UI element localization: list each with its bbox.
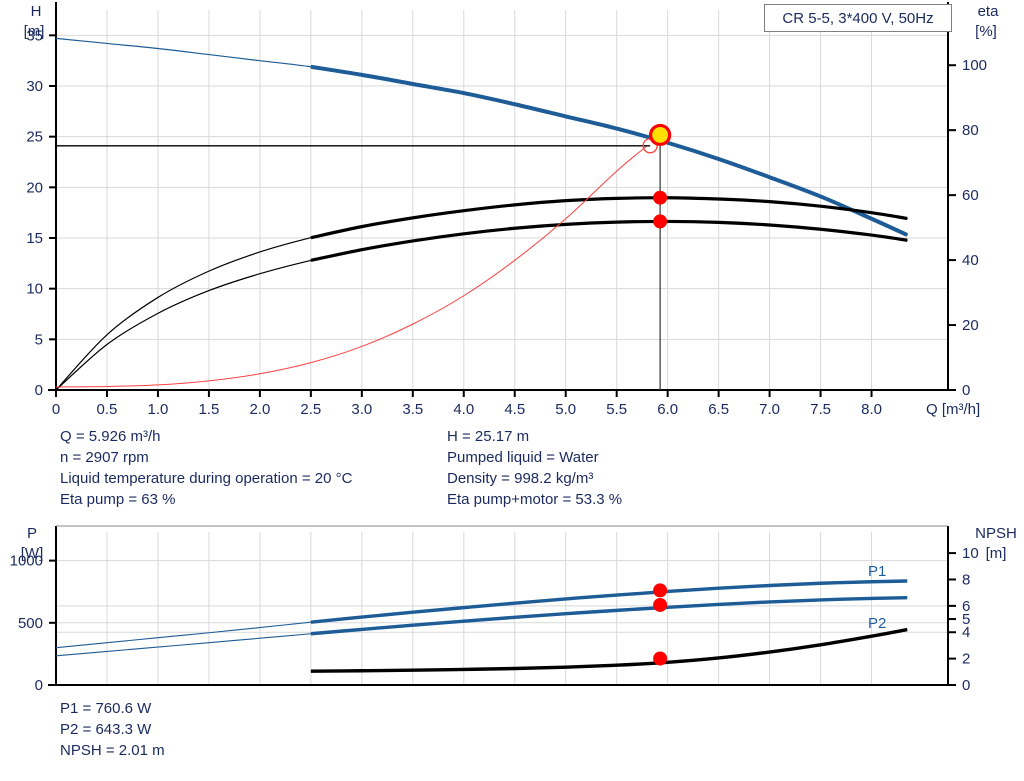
y-tick-label-right: 0 <box>962 382 970 399</box>
x-tick-label: 6.5 <box>708 401 729 418</box>
info-line-liquid-temp: Liquid temperature during operation = 20… <box>60 470 353 487</box>
curve-bold-eta-pump-motor <box>310 196 908 240</box>
curve-eta-pump <box>55 220 908 391</box>
y-tick-label-right: 100 <box>962 57 987 74</box>
y-axis-title-h-unit: [m] <box>24 23 45 40</box>
y-axis-title-h: H <box>31 3 42 20</box>
curve-label-p1: P1 <box>868 563 886 580</box>
y-tick-label-left: 20 <box>26 179 43 196</box>
top-chart-group: 0 5 10 15 20 25 30 35 0 20 40 60 80 100 0 0.5 1.0 1.5 2.0 2… <box>24 2 1000 418</box>
eta-total-duty-dot <box>653 190 668 205</box>
x-tick-label: 5.5 <box>606 401 627 418</box>
p2-duty-dot <box>653 597 668 612</box>
y-tick-label-right: 10 <box>962 545 979 562</box>
y-tick-label-right: 5 <box>962 611 970 628</box>
y-axis-title-eta: eta <box>978 3 1000 20</box>
curve-label-p2: P2 <box>868 615 886 632</box>
y-tick-label-left: 15 <box>26 230 43 247</box>
y-axis-title-eta-unit: [%] <box>975 23 997 40</box>
y-tick-label-left: 0 <box>35 677 43 694</box>
y-tick-label-right: 4 <box>962 624 970 641</box>
x-tick-label: 3.5 <box>402 401 423 418</box>
x-tick-label: 2.5 <box>300 401 321 418</box>
pump-model-title-box: CR 5-5, 3*400 V, 50Hz <box>764 4 952 32</box>
y-tick-label-left: 1000 <box>10 553 43 570</box>
x-tick-label: 6.0 <box>657 401 678 418</box>
y-tick-label-left: 0 <box>35 382 43 399</box>
curve-bold-eta-pump <box>310 219 908 262</box>
duty-point-info-bottom: P1 = 760.6 W P2 = 643.3 W NPSH = 2.01 m <box>0 698 1024 768</box>
duty-point-info-top: Q = 5.926 m³/h n = 2907 rpm Liquid tempe… <box>0 426 1024 516</box>
duty-point-marker[interactable] <box>649 123 672 147</box>
y-axis-title-p-unit: [W] <box>21 545 44 562</box>
x-tick-label: 0 <box>52 401 60 418</box>
curve-p1 <box>55 580 908 649</box>
info-line-density: Density = 998.2 kg/m³ <box>447 470 594 487</box>
curve-bold-h-head- <box>310 64 909 237</box>
y-tick-label-right: 8 <box>962 571 970 588</box>
x-tick-label: 1.5 <box>198 401 219 418</box>
info-line-npsh: NPSH = 2.01 m <box>60 742 165 759</box>
x-tick-label: 3.0 <box>351 401 372 418</box>
x-tick-label: 7.5 <box>810 401 831 418</box>
y-tick-label-right: 2 <box>962 651 970 668</box>
x-tick-label: 4.5 <box>504 401 525 418</box>
power-npsh-chart: 0 500 1000 0 2 456 8 10 P [W] NPSH [m] P1 P2 <box>10 525 1017 694</box>
info-line-pumped-liquid: Pumped liquid = Water <box>447 449 599 466</box>
p1-duty-dot <box>653 583 668 598</box>
y-tick-label-left: 35 <box>26 27 43 44</box>
curve-bold-npsh <box>310 627 908 673</box>
x-tick-label: 5.0 <box>555 401 576 418</box>
y-axis-title-p: P <box>27 525 37 542</box>
info-line-p2: P2 = 643.3 W <box>60 721 152 738</box>
y-tick-label-left: 10 <box>26 281 43 298</box>
y-axis-title-npsh: NPSH <box>975 525 1017 542</box>
info-line-eta-pump-motor: Eta pump+motor = 53.3 % <box>447 491 623 508</box>
info-left-column: Q = 5.926 m³/h n = 2907 rpm Liquid tempe… <box>60 426 352 510</box>
info-line-eta-pump: Eta pump = 63 % <box>60 491 176 508</box>
pump-model-title: CR 5-5, 3*400 V, 50Hz <box>782 9 934 27</box>
curve-bold-p2 <box>310 595 908 636</box>
info-right-column: H = 25.17 m Pumped liquid = Water Densit… <box>447 426 622 510</box>
curve-npsh-ref-red- <box>55 145 648 388</box>
y-tick-label-right: 0 <box>962 677 970 694</box>
y-tick-label-right: 80 <box>962 122 979 139</box>
x-tick-label: 4.0 <box>453 401 474 418</box>
info-line-p1: P1 = 760.6 W <box>60 700 152 717</box>
npsh-duty-dot <box>653 651 668 666</box>
info-line-h: H = 25.17 m <box>447 428 530 445</box>
x-axis-title-q: Q [m³/h] <box>926 401 980 418</box>
bottom-chart-group: 0 500 1000 0 2 456 8 10 P [W] NPSH [m] P1 P2 <box>10 525 1017 694</box>
info-line-n: n = 2907 rpm <box>60 449 149 466</box>
head-efficiency-chart: 0 5 10 15 20 25 30 35 0 20 40 60 80 100 0 0.5 1.0 1.5 2.0 2… <box>24 2 1000 418</box>
x-tick-label: 0.5 <box>97 401 118 418</box>
curve-bold-p1 <box>310 579 908 624</box>
info-bottom-column: P1 = 760.6 W P2 = 643.3 W NPSH = 2.01 m <box>60 698 165 761</box>
x-tick-label: 7.0 <box>759 401 780 418</box>
x-tick-label: 2.0 <box>249 401 270 418</box>
y-tick-label-left: 30 <box>26 78 43 95</box>
y-tick-label-left: 25 <box>26 129 43 146</box>
y-tick-label-left: 500 <box>18 615 43 632</box>
x-tick-label: 1.0 <box>148 401 169 418</box>
y-tick-label-right: 20 <box>962 317 979 334</box>
y-tick-label-left: 5 <box>35 331 43 348</box>
info-line-q: Q = 5.926 m³/h <box>60 428 161 445</box>
eta-pump-duty-dot <box>653 214 668 229</box>
y-tick-label-right: 60 <box>962 187 979 204</box>
y-tick-label-right: 40 <box>962 252 979 269</box>
x-tick-label: 8.0 <box>861 401 882 418</box>
y-axis-title-npsh-unit: [m] <box>986 545 1007 562</box>
y-tick-label-right: 6 <box>962 598 970 615</box>
